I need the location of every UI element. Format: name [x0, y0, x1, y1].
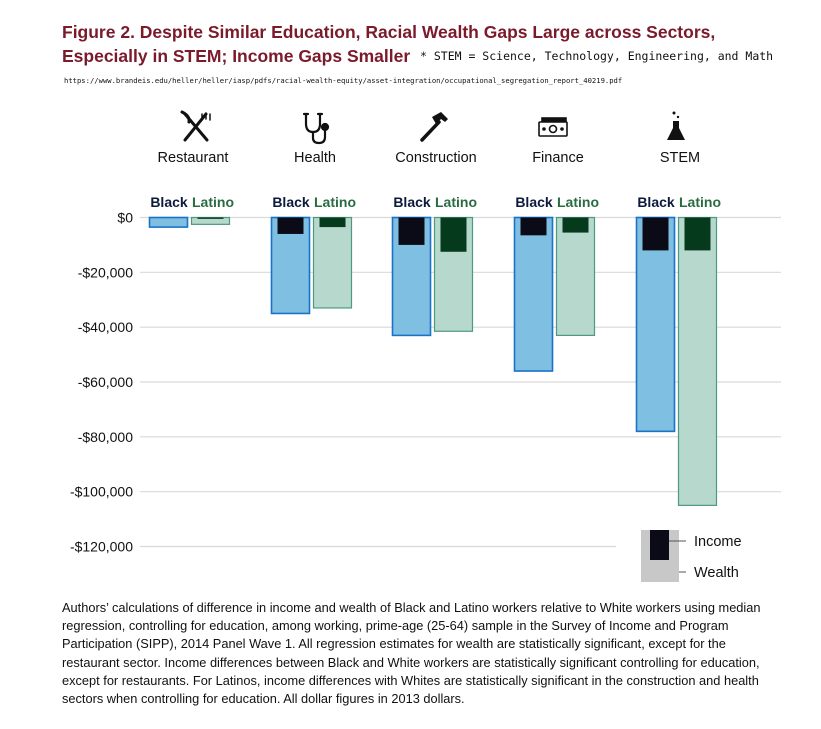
- stem-footnote: * STEM = Science, Technology, Engineerin…: [420, 49, 774, 63]
- sector-label-restaurant: Restaurant: [158, 150, 229, 166]
- bars: [148, 216, 718, 506]
- race-label-black: Black: [637, 194, 675, 210]
- income-bar-latino-finance: [562, 217, 589, 233]
- chart-caption: Authors’ calculations of difference in i…: [62, 600, 761, 707]
- income-bar-latino-stem: [684, 217, 711, 251]
- wealth-bar-black-finance: [513, 216, 554, 372]
- income-bar-black-construction: [398, 217, 425, 245]
- income-bar-latino-construction: [440, 217, 467, 252]
- y-tick-label: -$40,000: [78, 319, 133, 335]
- wealth-bar-black-restaurant: [148, 216, 189, 228]
- sector-label-health: Health: [294, 150, 336, 166]
- race-label-latino: Latino: [314, 194, 356, 210]
- wealth-bar-latino-health: [312, 216, 353, 309]
- wealth-income-gap-chart: $0 -$20,000 -$40,000 -$60,000 -$80,000 -$100,…: [70, 110, 781, 582]
- hammer-icon: [420, 112, 448, 142]
- race-label-black: Black: [150, 194, 188, 210]
- income-bar-black-stem: [642, 217, 669, 251]
- fork-knife-icon: [180, 110, 211, 142]
- sector-label-stem: STEM: [660, 150, 700, 166]
- legend-label-income: Income: [694, 534, 742, 550]
- wealth-bar-black-stem: [635, 216, 676, 433]
- flask-icon: [667, 111, 685, 140]
- stethoscope-icon: [302, 112, 330, 145]
- income-bar-black-health: [277, 217, 304, 234]
- y-tick-label: -$80,000: [78, 429, 133, 445]
- chart-title-line-1: Figure 2. Despite Similar Education, Rac…: [62, 22, 716, 42]
- y-tick-label: -$100,000: [70, 484, 133, 500]
- race-label-latino: Latino: [557, 194, 599, 210]
- race-label-black: Black: [393, 194, 431, 210]
- sector-label-finance: Finance: [532, 150, 584, 166]
- chart-title: Figure 2. Despite Similar Education, Rac…: [62, 20, 715, 68]
- race-label-black: Black: [515, 194, 553, 210]
- y-tick-label: -$120,000: [70, 539, 133, 555]
- race-labels: Black Latino Black Latino Black Latino Black La…: [150, 194, 721, 210]
- sector-icons: [180, 110, 685, 145]
- sector-labels: Restaurant Health Construction Finance STEM: [158, 150, 701, 166]
- y-axis-ticks: $0 -$20,000 -$40,000 -$60,000 -$80,000 -$100,…: [70, 210, 133, 555]
- legend-income-swatch: [650, 530, 669, 560]
- y-tick-label: $0: [117, 210, 133, 226]
- legend: Income Wealth: [641, 530, 742, 582]
- income-bar-latino-health: [319, 217, 346, 228]
- race-label-black: Black: [272, 194, 310, 210]
- income-bar-latino-restaurant: [197, 217, 224, 219]
- money-icon: [538, 117, 568, 137]
- legend-label-wealth: Wealth: [694, 565, 739, 581]
- race-label-latino: Latino: [435, 194, 477, 210]
- race-label-latino: Latino: [192, 194, 234, 210]
- y-tick-label: -$60,000: [78, 374, 133, 390]
- y-tick-label: -$20,000: [78, 264, 133, 280]
- source-url: https://www.brandeis.edu/heller/heller/i…: [64, 76, 623, 85]
- sector-label-construction: Construction: [395, 150, 476, 166]
- income-bar-black-finance: [520, 217, 547, 236]
- wealth-bar-latino-stem: [677, 216, 718, 506]
- chart-title-line-2: Especially in STEM; Income Gaps Smaller: [62, 46, 411, 66]
- wealth-bar-latino-finance: [555, 216, 596, 336]
- race-label-latino: Latino: [679, 194, 721, 210]
